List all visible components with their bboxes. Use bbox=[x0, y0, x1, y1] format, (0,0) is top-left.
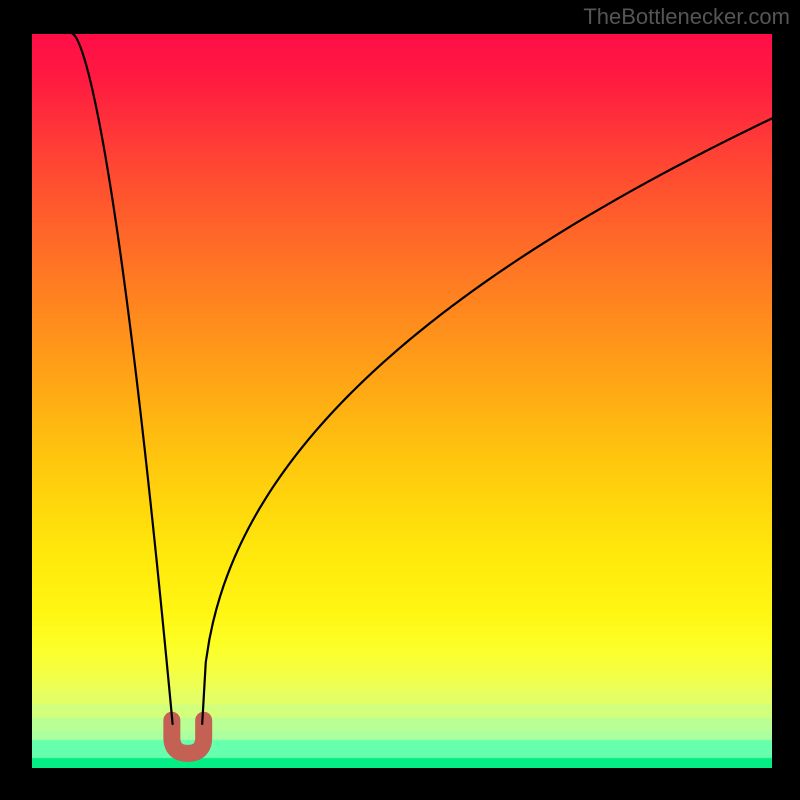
bottleneck-curve bbox=[73, 34, 772, 724]
watermark-text: TheBottlenecker.com bbox=[583, 4, 790, 30]
chart-stage: TheBottlenecker.com bbox=[0, 0, 800, 800]
overlay-svg bbox=[32, 34, 772, 768]
plot-area bbox=[32, 34, 772, 768]
valley-marker bbox=[172, 720, 204, 753]
